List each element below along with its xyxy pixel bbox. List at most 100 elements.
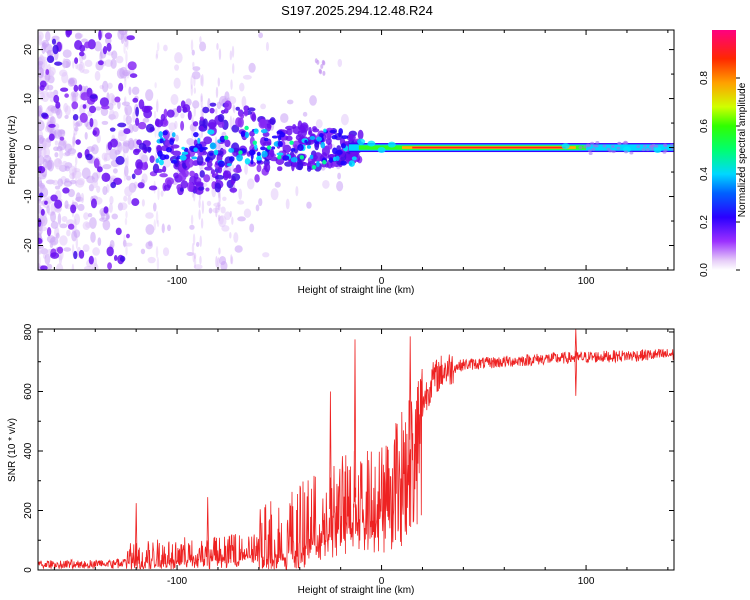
spectrogram-hot-spot: [299, 155, 305, 160]
spectrogram-speckle: [102, 186, 108, 196]
spectrogram-purple-blob: [115, 227, 122, 236]
spectrogram-speckle: [69, 179, 77, 185]
spectrogram-speckle: [52, 179, 59, 186]
snr-y-tick-label: 400: [23, 442, 34, 459]
colorbar-bar: [712, 30, 736, 270]
spectrogram-speckle: [109, 239, 115, 249]
spectrogram-streak: [71, 141, 75, 151]
spectrogram-speckle: [336, 181, 344, 192]
spectrogram-speckle: [111, 213, 119, 220]
spectrogram-hot-spot: [277, 155, 282, 160]
spectrogram-speckle: [100, 107, 109, 117]
spectrogram-speckle: [208, 207, 213, 214]
spectrogram-purple-blob: [64, 93, 69, 98]
spectrogram-purple-blob: [129, 73, 138, 79]
spectrogram-streak: [231, 45, 235, 58]
spectrogram-purple-blob: [39, 80, 47, 88]
spectrogram-purple-blob: [357, 129, 364, 140]
spectrogram-streak: [192, 61, 195, 68]
carrier-band-edge: [606, 147, 611, 151]
spectrogram-speckle: [337, 58, 343, 68]
spectrogram-speckle: [192, 100, 200, 109]
spectrogram-purple-blob: [45, 69, 50, 76]
spectrogram-purple-blob: [217, 165, 223, 174]
spectrogram-hf-cluster: [322, 60, 326, 66]
spectrogram-blue-blob: [329, 129, 337, 134]
spectrogram-blue-blob: [170, 160, 178, 164]
spectrogram-speckle: [124, 165, 129, 177]
spectrogram-streak: [198, 209, 201, 220]
spectrogram-purple-blob: [80, 92, 90, 101]
snr-x-tick-label: 0: [379, 576, 385, 587]
spectrogram-purple-blob: [71, 101, 79, 110]
spectrogram-blue-blob: [323, 128, 327, 133]
spectrogram-speckle: [270, 188, 279, 201]
spectrogram-purple-blob: [187, 110, 192, 121]
spectrogram-speckle: [141, 199, 145, 207]
spectrogram-purple-blob: [78, 249, 85, 259]
carrier-band-edge: [662, 150, 667, 154]
spectrogram-speckle: [173, 77, 181, 89]
spectrogram-speckle: [54, 140, 59, 146]
spectrogram-speckle: [125, 115, 132, 125]
colorbar-tick-label: 0.0: [699, 263, 710, 277]
spectrogram-blue-blob: [171, 132, 176, 138]
spectrogram-blue-blob: [253, 128, 259, 134]
spectrogram-blue-blob: [316, 160, 320, 168]
spectrogram-speckle: [90, 231, 96, 243]
spectrogram-streak: [216, 43, 219, 51]
spectrogram-speckle: [59, 69, 68, 77]
colorbar-label: Normalized spectral amplitude: [737, 82, 748, 217]
spectrogram-blue-blob: [250, 159, 254, 165]
spectrogram-streak: [215, 86, 219, 98]
spectrogram-streak: [157, 187, 160, 201]
spectrogram-purple-blob: [149, 155, 155, 163]
spectrogram-speckle: [59, 129, 66, 135]
spectrogram-streak: [200, 95, 203, 109]
spectrogram-speckle: [114, 149, 121, 156]
spectrogram-speckle: [49, 116, 56, 126]
spectrogram-purple-blob: [217, 113, 225, 123]
spectrogram-speckle: [62, 49, 72, 58]
spectrogram-speckle: [258, 198, 263, 207]
spectrogram-speckle: [102, 80, 109, 93]
spectrogram-blue-blob: [162, 130, 168, 136]
carrier-band-edge: [629, 151, 634, 155]
spectrogram-purple-blob: [73, 250, 78, 260]
spectrogram-purple-blob: [189, 170, 195, 177]
spectrogram-speckle: [69, 172, 76, 180]
spectrogram-speckle: [249, 223, 255, 233]
spectrogram-streak: [190, 75, 193, 90]
spectrogram-streak: [229, 232, 232, 239]
spectrogram-y-tick-label: 20: [23, 44, 34, 56]
spectrogram-purple-blob: [180, 180, 189, 189]
spectrogram-speckle: [174, 134, 179, 142]
carrier-band-wobble: [387, 141, 396, 148]
spectrogram-purple-blob: [134, 148, 141, 153]
snr-x-tick-label: 100: [578, 576, 595, 587]
spectrogram-blue-blob: [331, 134, 338, 140]
spectrogram-speckle: [145, 212, 154, 219]
spectrogram-blue-blob: [276, 152, 284, 156]
spectrogram-speckle: [50, 221, 59, 229]
spectrogram-speckle: [189, 224, 195, 230]
spectrogram-speckle: [218, 255, 227, 266]
spectrogram-purple-blob: [131, 173, 136, 180]
spectrogram-speckle: [170, 94, 179, 105]
spectrogram-streak: [193, 252, 197, 260]
spectrogram-purple-blob: [48, 123, 56, 128]
spectrogram-streak: [200, 108, 203, 118]
spectrogram-purple-blob: [126, 35, 135, 41]
spectrogram-streak: [125, 107, 128, 117]
spectrogram-blue-blob: [198, 146, 204, 153]
spectrogram-speckle: [47, 66, 56, 76]
spectrogram-streak: [75, 156, 78, 165]
spectrogram-hot-spot: [223, 135, 229, 140]
spectrogram-speckle: [112, 168, 118, 174]
carrier-band-edge: [586, 143, 591, 147]
spectrogram-speckle: [168, 122, 177, 131]
carrier-band-edge: [591, 147, 596, 151]
spectrogram-speckle: [234, 245, 243, 253]
spectrogram-speckle: [124, 186, 133, 197]
spectrogram-streak: [193, 254, 197, 269]
